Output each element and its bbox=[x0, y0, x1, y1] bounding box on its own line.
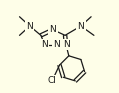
Text: N: N bbox=[50, 25, 56, 34]
Text: N: N bbox=[77, 22, 84, 31]
Text: N: N bbox=[41, 40, 48, 49]
Text: N: N bbox=[26, 22, 33, 31]
Text: Cl: Cl bbox=[48, 76, 57, 85]
Text: N: N bbox=[63, 40, 69, 49]
Text: N: N bbox=[53, 40, 60, 49]
